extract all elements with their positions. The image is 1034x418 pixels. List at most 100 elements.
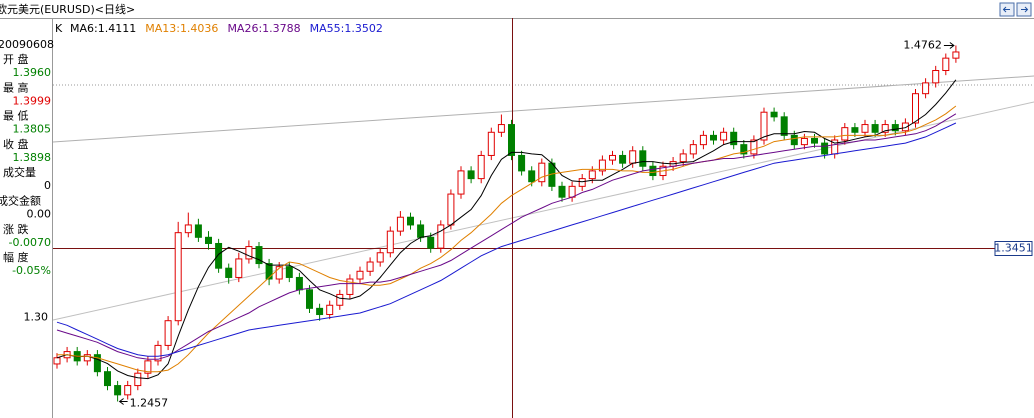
candle-body <box>750 139 758 155</box>
candle-body <box>497 124 505 133</box>
high-label: 1.4762 <box>903 38 942 51</box>
candle-body <box>346 278 354 295</box>
candle-body <box>760 111 768 141</box>
y-tick-label: 1.30 <box>24 311 49 324</box>
candle-body <box>740 144 748 155</box>
prev-icon <box>1002 6 1010 13</box>
candle-body <box>225 267 233 278</box>
candle-body <box>881 124 889 133</box>
candle-body <box>376 252 384 263</box>
candle-body <box>386 230 394 254</box>
candle-body <box>164 320 172 346</box>
candle-body <box>730 131 738 146</box>
info-label: 幅 度 <box>3 250 29 264</box>
candle-body <box>821 142 829 155</box>
candle-body <box>639 150 647 167</box>
candle-body <box>558 185 566 198</box>
moving-average-line <box>56 122 957 357</box>
candle-body <box>528 170 536 183</box>
legend-entry: MA13:1.4036 <box>145 22 218 35</box>
info-value: 1.3805 <box>13 123 52 136</box>
info-label: 最 低 <box>3 110 29 123</box>
candle-body <box>356 270 364 280</box>
info-label: 涨 跌 <box>3 222 29 236</box>
info-value: 0 <box>44 179 51 192</box>
candle-body <box>215 242 223 269</box>
candle-body <box>851 127 859 133</box>
candle-body <box>306 289 313 309</box>
candle-body <box>53 357 61 365</box>
candle-body <box>891 124 899 132</box>
candle-body <box>417 224 425 238</box>
candle-body <box>578 178 586 187</box>
candle-body <box>134 372 142 387</box>
info-value: -0.05% <box>12 264 51 277</box>
candle-body <box>952 51 960 59</box>
candle-body <box>710 134 717 141</box>
candle-body <box>437 224 445 249</box>
candle-body <box>790 134 798 146</box>
info-value: 1.3898 <box>13 151 52 164</box>
candle-body <box>457 170 465 195</box>
candle-body <box>609 154 616 161</box>
candle-body <box>689 144 697 155</box>
moving-average-line <box>57 105 957 373</box>
candle-body <box>114 385 122 396</box>
crosshair-price-box <box>994 241 1033 256</box>
candle-body <box>184 224 192 234</box>
candle-body <box>396 216 404 232</box>
candle-body <box>508 124 515 156</box>
legend-candle: K <box>55 22 63 35</box>
moving-average-line <box>56 79 957 380</box>
candle-body <box>295 276 303 291</box>
legend-entry: MA26:1.3788 <box>227 22 300 35</box>
candle-body <box>407 216 414 226</box>
candle-body <box>174 232 182 322</box>
info-value: -0.0070 <box>9 236 51 249</box>
candle-body <box>285 266 293 278</box>
candle-body <box>922 82 930 95</box>
candle-body <box>487 131 495 156</box>
info-label: 成交金额 <box>0 194 41 208</box>
info-date: 20090608 <box>0 38 54 51</box>
info-label: 收 盘 <box>3 137 29 151</box>
candle-body <box>568 185 576 198</box>
legend-entry: MA55:1.3502 <box>310 22 383 35</box>
candle-body <box>447 193 455 226</box>
legend-entry: MA6:1.4111 <box>70 22 136 35</box>
info-label: 成交量 <box>3 165 36 179</box>
candle-body <box>699 134 707 146</box>
candle-body <box>841 127 849 141</box>
candle-body <box>619 154 627 164</box>
candle-body <box>912 93 919 124</box>
candle-body <box>942 57 950 72</box>
candle-body <box>326 304 334 316</box>
candle-body <box>770 111 778 118</box>
info-label: 开 盘 <box>3 52 29 66</box>
candle-body <box>144 360 152 374</box>
candle-body <box>861 124 869 133</box>
trend-line <box>52 101 1034 321</box>
candle-body <box>538 162 546 183</box>
candle-body <box>800 137 808 146</box>
candle-body <box>275 266 283 280</box>
candle-body <box>629 150 637 164</box>
candle-body <box>427 236 435 249</box>
candle-body <box>104 371 111 387</box>
candle-body <box>366 261 374 272</box>
next-icon <box>1021 6 1029 13</box>
candle-body <box>932 70 940 84</box>
candle-body <box>720 131 728 141</box>
info-value: 1.3960 <box>13 66 52 79</box>
candle-body <box>255 246 263 265</box>
candle-body <box>336 293 344 306</box>
crosshair-price: 1.3451 <box>994 242 1033 255</box>
candle-body <box>588 170 596 180</box>
candle-body <box>265 263 273 280</box>
candle-body <box>93 354 101 373</box>
candle-body <box>477 154 485 180</box>
candle-body <box>679 153 687 163</box>
candle-body <box>83 354 91 362</box>
